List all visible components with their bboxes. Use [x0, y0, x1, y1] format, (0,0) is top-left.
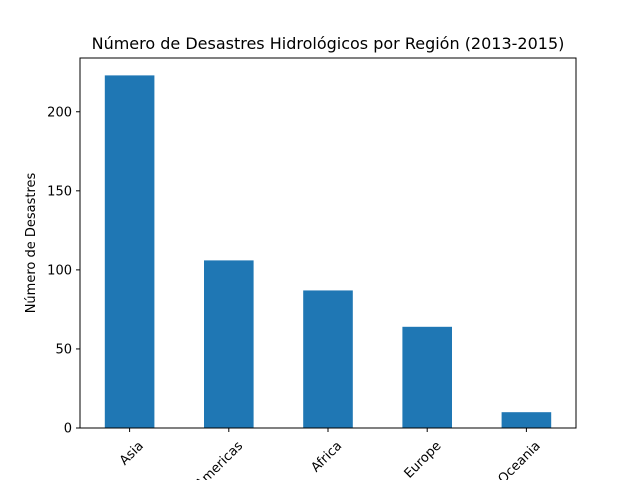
bar-oceania [501, 412, 552, 428]
bar-americas [204, 260, 254, 428]
bar-europe [402, 326, 452, 428]
y-tick-label: 150 [47, 184, 72, 199]
y-axis: 0 50 100 150 200 [47, 105, 80, 437]
y-tick-label: 200 [47, 105, 72, 120]
bar-asia [104, 75, 155, 428]
plot-frame [79, 57, 577, 429]
chart-title: Número de Desastres Hidrológicos por Reg… [92, 34, 565, 53]
y-tick-label: 0 [64, 422, 72, 437]
y-tick-label: 50 [55, 342, 72, 357]
bar-africa [303, 290, 353, 428]
y-axis-label: Número de Desastres [24, 172, 39, 313]
y-tick-label: 100 [47, 263, 72, 278]
bars-group [104, 75, 552, 428]
